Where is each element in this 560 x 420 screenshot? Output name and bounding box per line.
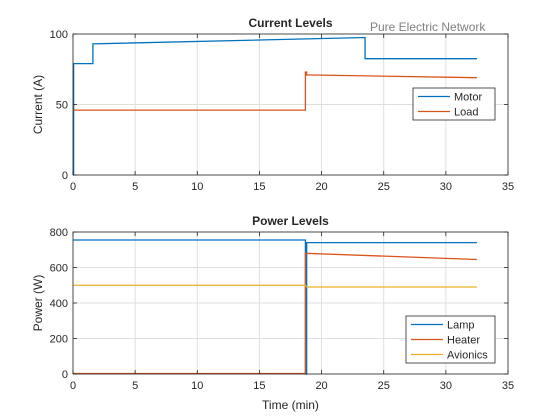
y-tick-label: 600	[50, 263, 68, 275]
x-tick-label: 5	[132, 181, 138, 193]
series-line-motor	[72, 36, 477, 176]
series-line-load	[73, 71, 477, 111]
legend-label-lamp: Lamp	[447, 320, 475, 332]
y-axis-label: Power (W)	[31, 275, 45, 332]
current-levels-plot: 0 5 10 15 20 25 30 35 0 50 100 Current Levels Curren…	[31, 16, 514, 193]
y-tick-label: 0	[62, 170, 68, 182]
legend: Lamp Heater Avionics	[405, 315, 496, 364]
x-tick-label: 25	[378, 181, 390, 193]
x-tick-label: 20	[315, 181, 327, 193]
x-tick-label: 30	[440, 181, 452, 193]
x-tick-label: 35	[502, 181, 514, 193]
x-tick-label: 0	[70, 181, 76, 193]
network-annotation: Pure Electric Network	[370, 20, 486, 34]
legend-label-motor: Motor	[454, 92, 482, 104]
y-tick-label: 100	[50, 29, 68, 41]
x-tick-label: 0	[70, 380, 76, 392]
x-tick-label: 15	[253, 380, 265, 392]
series-line-avionics	[73, 284, 477, 288]
y-tick-label: 50	[56, 100, 68, 112]
y-tick-label: 400	[50, 298, 68, 310]
x-tick-label: 15	[253, 181, 265, 193]
legend-label-avionics: Avionics	[447, 350, 488, 362]
x-tick-label: 10	[191, 380, 203, 392]
y-tick-label: 200	[50, 334, 68, 346]
legend-label-load: Load	[454, 107, 478, 119]
legend-label-heater: Heater	[447, 335, 480, 347]
y-axis-label: Current (A)	[31, 75, 45, 134]
series-line-heater	[73, 252, 477, 375]
x-tick-label: 10	[191, 181, 203, 193]
chart-title: Power Levels	[252, 214, 329, 228]
x-tick-label: 25	[378, 380, 390, 392]
power-levels-plot: 0 5 10 15 20 25 30 35 0 200 400 600 800 Power Levels P…	[31, 214, 514, 412]
legend-box	[412, 87, 496, 121]
x-axis-label: Time (min)	[262, 398, 319, 412]
x-tick-label: 5	[132, 380, 138, 392]
x-tick-label: 35	[502, 380, 514, 392]
y-tick-label: 800	[50, 227, 68, 239]
x-tick-label: 20	[315, 380, 327, 392]
legend: Motor Load	[412, 87, 496, 121]
y-tick-label: 0	[62, 369, 68, 381]
chart-title: Current Levels	[248, 16, 332, 30]
x-tick-label: 30	[440, 380, 452, 392]
